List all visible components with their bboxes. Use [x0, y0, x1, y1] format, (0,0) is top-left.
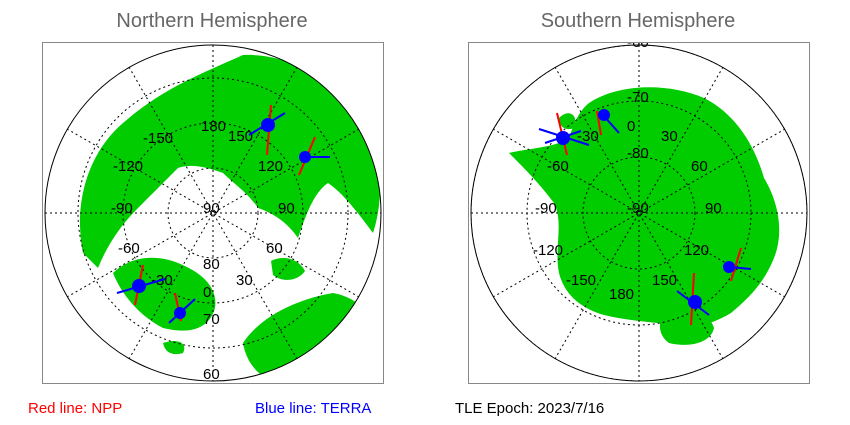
south-lat-m70: -70	[627, 89, 649, 106]
satellite-position-marker	[556, 131, 570, 145]
north-lat-90: 90	[203, 200, 220, 217]
legend-npp: Red line: NPP	[28, 400, 123, 417]
south-grid	[471, 45, 807, 381]
south-lon-m120: -120	[533, 242, 563, 259]
north-lon-90: 90	[278, 200, 295, 217]
south-satellite-markers	[538, 109, 752, 326]
north-lat-60: 60	[203, 366, 220, 383]
south-lat-m60: -60	[627, 43, 649, 51]
south-map: -30 0 30 -60 60 -90 90 -120 120 -150 150…	[468, 34, 810, 384]
north-lon-180: 180	[201, 118, 226, 135]
north-lat-70: 70	[203, 311, 220, 328]
south-lat-m90: -90	[627, 200, 649, 217]
legend-terra: Blue line: TERRA	[255, 400, 372, 417]
south-lon-60: 60	[691, 158, 708, 175]
npp-track-line	[730, 247, 742, 282]
north-lon-m150: -150	[143, 130, 173, 147]
south-lon-90: 90	[705, 200, 722, 217]
satellite-position-marker	[299, 151, 311, 163]
north-lon-30: 30	[236, 272, 253, 289]
npp-track-line	[596, 110, 602, 136]
north-grid	[45, 45, 381, 381]
satellite-position-marker	[132, 279, 146, 293]
north-map: 180 -150 150 -120 120 -90 90 -60 60 -30 …	[42, 42, 384, 384]
south-lon-m90: -90	[535, 200, 557, 217]
south-lon-150: 150	[652, 272, 677, 289]
north-lon-m60: -60	[118, 240, 140, 257]
satellite-position-marker	[174, 307, 186, 319]
satellite-position-marker	[261, 118, 275, 132]
satellite-position-marker	[723, 261, 735, 273]
north-lon-0: 0	[203, 284, 211, 301]
south-lon-30: 30	[661, 128, 678, 145]
south-title: Southern Hemisphere	[540, 10, 736, 32]
south-lon-m60: -60	[547, 158, 569, 175]
north-satellite-markers	[116, 104, 330, 324]
north-lon-m120: -120	[113, 158, 143, 175]
south-map-svg: -30 0 30 -60 60 -90 90 -120 120 -150 150…	[470, 34, 808, 382]
north-lon-120: 120	[258, 158, 283, 175]
north-lon-150: 150	[228, 128, 253, 145]
south-lon-m150: -150	[566, 272, 596, 289]
south-lat-m80: -80	[627, 145, 649, 162]
north-lat-80: 80	[203, 256, 220, 273]
tle-epoch: TLE Epoch: 2023/7/16	[455, 400, 605, 417]
south-lon-180: 180	[609, 286, 634, 303]
satellite-position-marker	[688, 295, 702, 309]
south-lon-0: 0	[627, 118, 635, 135]
south-lon-120: 120	[684, 242, 709, 259]
north-lon-m90: -90	[111, 200, 133, 217]
north-lon-60: 60	[266, 240, 283, 257]
north-map-svg: 180 -150 150 -120 120 -90 90 -60 60 -30 …	[44, 44, 382, 383]
north-title: Northern Hemisphere	[116, 10, 308, 32]
north-land	[79, 54, 380, 381]
south-lon-m30: -30	[577, 128, 599, 145]
satellite-position-marker	[598, 109, 610, 121]
south-land	[509, 87, 780, 345]
